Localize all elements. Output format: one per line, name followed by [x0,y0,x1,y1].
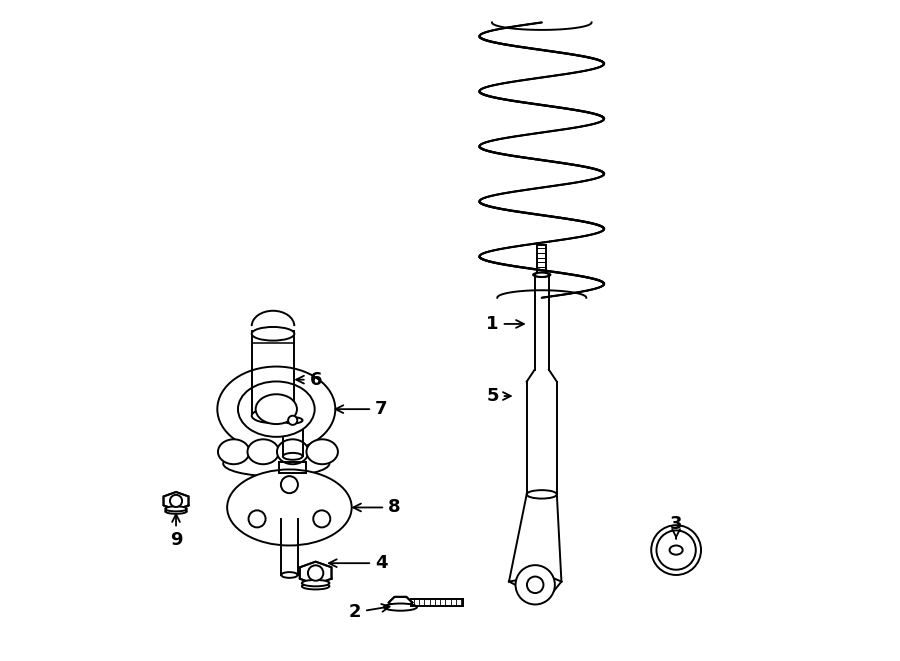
Circle shape [516,565,555,604]
Ellipse shape [256,394,297,424]
Circle shape [288,416,297,425]
Ellipse shape [166,506,187,512]
Ellipse shape [238,381,315,437]
Ellipse shape [384,603,417,611]
Circle shape [656,530,696,570]
Ellipse shape [218,440,249,464]
Text: 6: 6 [296,371,322,389]
Polygon shape [389,597,412,608]
Text: 2: 2 [348,603,390,621]
Circle shape [308,565,323,581]
Ellipse shape [166,509,187,514]
Ellipse shape [227,469,352,545]
Ellipse shape [283,453,302,460]
Circle shape [313,510,330,527]
Text: 5: 5 [486,387,510,405]
Text: 7: 7 [336,400,387,418]
Circle shape [281,476,298,493]
Text: 9: 9 [170,514,183,549]
Ellipse shape [217,367,336,451]
Text: 4: 4 [329,554,387,572]
Text: 3: 3 [670,515,682,539]
Ellipse shape [302,583,329,590]
Circle shape [170,495,182,507]
Polygon shape [164,492,188,510]
Ellipse shape [535,272,549,277]
Ellipse shape [283,417,302,424]
Circle shape [248,510,266,527]
Ellipse shape [277,440,309,464]
Ellipse shape [223,451,329,477]
Polygon shape [300,562,331,584]
Circle shape [526,576,544,593]
Ellipse shape [248,440,279,464]
Circle shape [652,525,701,575]
Text: 1: 1 [486,315,524,333]
Ellipse shape [670,545,683,555]
Ellipse shape [252,408,294,423]
Ellipse shape [281,572,298,578]
Ellipse shape [307,440,338,464]
Ellipse shape [302,580,329,586]
Ellipse shape [526,490,557,498]
Text: 8: 8 [353,498,400,516]
Ellipse shape [533,272,551,277]
Ellipse shape [252,327,294,340]
